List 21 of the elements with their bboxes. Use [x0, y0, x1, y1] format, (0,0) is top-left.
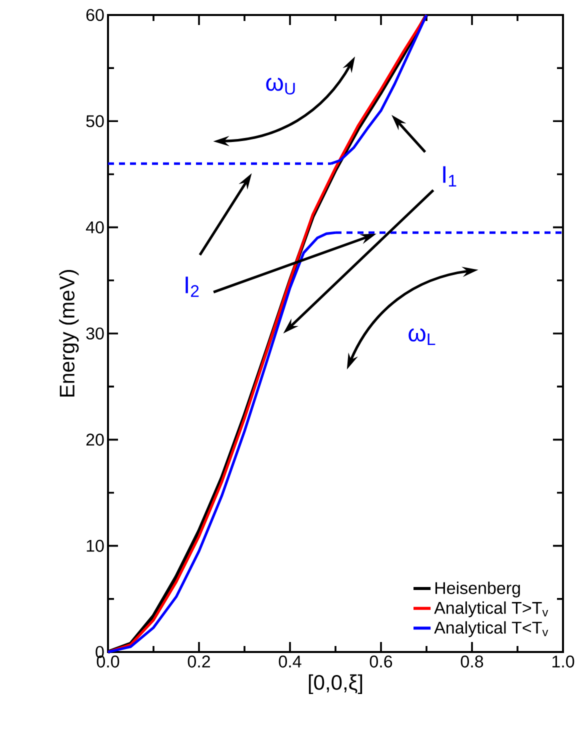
y-tick-label: 10 [86, 540, 104, 552]
annotation: ω$_{U}$ [266, 78, 295, 95]
x-tick-label: 1.0 [552, 656, 574, 668]
x-tick-label: 0.2 [188, 656, 210, 668]
y-tick-label: 30 [86, 327, 104, 340]
annotation: ω$_{L}$ [408, 328, 436, 346]
x-tick-label: 0.0 [96, 656, 120, 668]
legend-label: Analytical T>T$_{v}$ [434, 601, 548, 618]
x-tick-label: 0.4 [278, 656, 302, 668]
x-tick-label: 0.8 [460, 656, 484, 668]
y-axis-title: Energy (meV) [59, 270, 79, 397]
legend-label: Analytical T<T$_{v}$ [434, 621, 548, 638]
y-tick-label: 20 [86, 434, 104, 446]
y-tick-label: 40 [86, 221, 104, 234]
legend-label: Heisenberg [435, 582, 520, 598]
x-tick-label: 0.6 [370, 656, 392, 668]
annotation: I$_{1}$ [443, 166, 456, 186]
x-axis-title: [0,0,ξ] [308, 674, 362, 694]
y-tick-label: 60 [86, 8, 104, 22]
y-tick-label: 50 [86, 115, 104, 128]
annotation: I$_{2}$ [186, 276, 199, 297]
